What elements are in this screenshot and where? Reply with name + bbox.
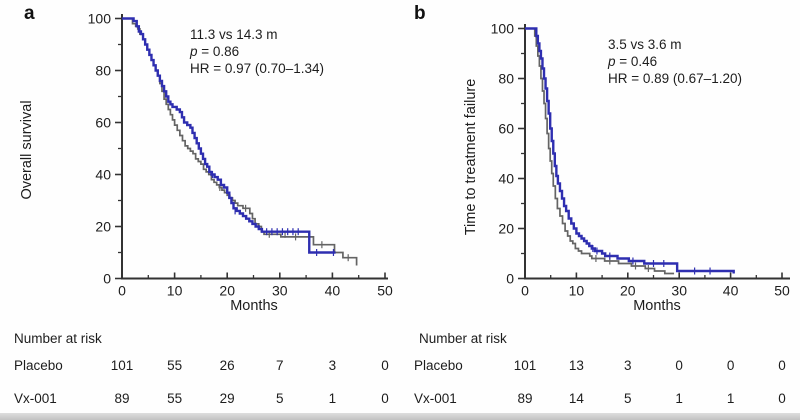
y-tick-label: 0 — [103, 271, 111, 287]
figure-bottom-edge-strip — [0, 413, 800, 420]
at-risk-row-label-vx-001: Vx-001 — [14, 391, 57, 406]
y-tick-label: 60 — [498, 121, 514, 137]
at-risk-count: 1 — [675, 391, 683, 406]
km-curve-vx-001 — [525, 27, 735, 274]
panel-a-number-at-risk-title: Number at risk — [14, 331, 102, 346]
panel-a-letter: a — [24, 3, 35, 24]
y-tick-label: 100 — [491, 21, 515, 37]
x-tick-label: 0 — [118, 283, 126, 299]
at-risk-count: 101 — [513, 358, 537, 373]
y-tick-label: 40 — [95, 167, 111, 183]
x-tick-label: 10 — [167, 283, 183, 299]
x-tick-label: 0 — [521, 283, 529, 299]
at-risk-count: 101 — [110, 358, 134, 373]
x-tick-label: 50 — [377, 283, 393, 299]
at-risk-count: 26 — [219, 358, 235, 373]
x-tick-label: 30 — [272, 283, 288, 299]
panel-a-annotation: 11.3 vs 14.3 m p = 0.86 HR = 0.97 (0.70–… — [190, 26, 324, 77]
at-risk-count: 0 — [381, 391, 389, 406]
panel-b-x-axis-title: Months — [633, 298, 681, 314]
at-risk-count: 7 — [276, 358, 284, 373]
y-tick-label: 80 — [498, 71, 514, 87]
x-tick-label: 10 — [569, 283, 585, 299]
at-risk-count: 0 — [778, 358, 786, 373]
y-tick-label: 80 — [95, 63, 111, 79]
panel-a-median-text: 11.3 vs 14.3 m — [190, 27, 278, 42]
at-risk-count: 3 — [624, 358, 632, 373]
at-risk-count: 3 — [328, 358, 337, 373]
at-risk-count: 14 — [568, 391, 584, 406]
km-curve-placebo — [525, 27, 675, 275]
at-risk-count: 1 — [726, 391, 735, 406]
at-risk-count: 0 — [675, 358, 683, 373]
y-tick-label: 60 — [95, 115, 111, 131]
x-tick-label: 50 — [774, 283, 790, 299]
panel-b-number-at-risk-title: Number at risk — [419, 331, 507, 346]
at-risk-row-label-placebo: Placebo — [414, 358, 463, 373]
y-tick-label: 20 — [95, 219, 111, 235]
at-risk-count: 0 — [381, 358, 389, 373]
km-curve-vx-001 — [122, 17, 336, 254]
panel-b-pvalue-text: p = 0.46 — [608, 54, 658, 69]
at-risk-count: 0 — [778, 391, 786, 406]
at-risk-count: 1 — [328, 391, 337, 406]
at-risk-count: 29 — [219, 391, 235, 406]
x-tick-label: 40 — [723, 283, 739, 299]
y-tick-label: 40 — [498, 171, 514, 187]
panel-a-x-axis-title: Months — [230, 298, 278, 314]
y-tick-label: 20 — [498, 221, 514, 237]
panel-b-median-text: 3.5 vs 3.6 m — [608, 37, 682, 52]
at-risk-count: 5 — [624, 391, 632, 406]
x-tick-label: 20 — [620, 283, 636, 299]
panel-a-pvalue-text: p = 0.86 — [190, 44, 240, 59]
x-tick-label: 30 — [671, 283, 687, 299]
at-risk-count: 0 — [726, 358, 735, 373]
y-tick-label: 0 — [506, 271, 514, 287]
panel-b-letter: b — [414, 3, 426, 24]
at-risk-row-label-placebo: Placebo — [14, 358, 63, 373]
at-risk-count: 5 — [276, 391, 284, 406]
x-tick-label: 20 — [219, 283, 235, 299]
panel-b-km-plot: 0 10 20 30 40 50 0 20 40 60 80 100 — [491, 21, 790, 299]
panel-a-hr-text: HR = 0.97 (0.70–1.34) — [190, 61, 324, 76]
panel-a-km-plot: 0 10 20 30 40 50 0 20 40 60 80 100 — [88, 11, 393, 299]
panel-b-annotation: 3.5 vs 3.6 m p = 0.46 HR = 0.89 (0.67–1.… — [608, 36, 742, 87]
at-risk-count: 13 — [568, 358, 584, 373]
at-risk-count: 89 — [114, 391, 130, 406]
at-risk-count: 55 — [167, 391, 183, 406]
at-risk-count: 89 — [517, 391, 533, 406]
at-risk-count: 55 — [167, 358, 183, 373]
x-tick-label: 40 — [325, 283, 341, 299]
panel-b-hr-text: HR = 0.89 (0.67–1.20) — [608, 71, 742, 86]
at-risk-row-label-vx-001: Vx-001 — [414, 391, 457, 406]
y-tick-label: 100 — [88, 11, 112, 27]
